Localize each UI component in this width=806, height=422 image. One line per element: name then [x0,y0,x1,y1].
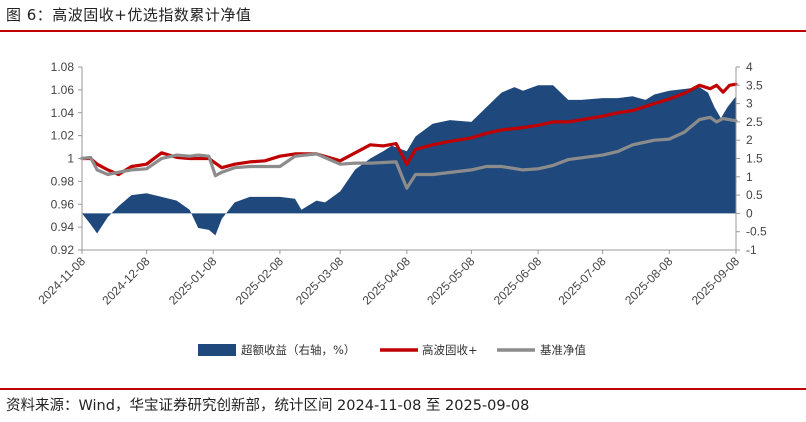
x-tick-label: 2025-05-08 [424,254,478,308]
legend-label-fund: 高波固收+ [422,343,478,357]
right-tick-label: 0 [746,206,753,220]
legend-label-benchmark: 基准净值 [540,343,586,357]
right-tick-label: 4 [746,60,753,74]
x-tick-label: 2024-11-08 [35,254,88,307]
bottom-divider [0,388,806,390]
right-tick-label: 2.5 [746,115,763,129]
left-tick-label: 1.02 [51,129,75,143]
legend-swatch-excess [198,344,236,356]
x-tick-label: 2025-01-08 [166,254,220,308]
left-tick-label: 0.94 [51,220,75,234]
left-tick-label: 1 [67,152,74,166]
right-tick-label: 2 [746,133,753,147]
right-tick-label: -1 [746,243,757,257]
x-tick-label: 2025-09-08 [689,254,743,308]
legend-label-excess: 超额收益（右轴，%） [241,343,355,357]
x-tick-label: 2025-04-08 [360,254,414,308]
top-divider [0,30,806,32]
right-tick-label: 3 [746,97,753,111]
right-tick-label: -0.5 [746,225,767,239]
figure-title: 图 6：高波固收+优选指数累计净值 [6,6,252,24]
benchmark-nav-line [80,115,738,190]
left-tick-label: 1.06 [51,83,75,97]
right-tick-label: 1.5 [746,152,763,166]
x-tick-label: 2025-07-08 [555,254,609,308]
right-tick-label: 1 [746,170,753,184]
chart-area: 0.92 0.94 0.96 0.98 1 1.02 1.04 1.06 1.08 -1 -0.5 0… [35,60,767,357]
left-tick-label: 0.92 [51,243,75,257]
source-note: 资料来源：Wind，华宝证券研究创新部，统计区间 2024-11-08 至 20… [6,398,530,414]
x-tick-label: 2024-12-08 [99,254,153,308]
right-tick-label: 0.5 [746,188,763,202]
right-tick-label: 3.5 [746,78,763,92]
plot-layer [80,82,738,236]
left-tick-label: 0.98 [51,174,75,188]
x-tick-label: 2025-03-08 [293,254,347,308]
x-tick-label: 2025-08-08 [622,254,676,308]
left-tick-label: 1.04 [51,106,75,120]
fund-nav-line [80,82,738,177]
left-tick-label: 0.96 [51,197,75,211]
x-tick-label: 2025-02-08 [233,254,287,308]
left-tick-label: 1.08 [51,60,75,74]
legend: 超额收益（右轴，%） 高波固收+ 基准净值 [198,343,586,357]
x-tick-label: 2025-06-08 [491,254,545,308]
